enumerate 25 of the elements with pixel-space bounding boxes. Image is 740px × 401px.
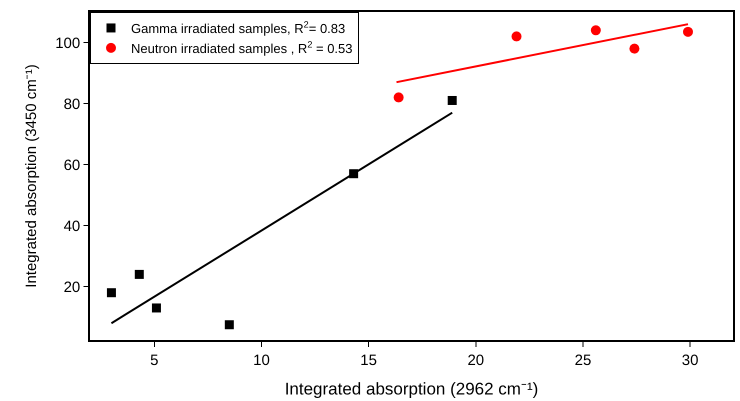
point: [629, 44, 640, 54]
point: [106, 288, 116, 298]
point: [152, 303, 161, 312]
x-tick-label: 20: [467, 352, 484, 369]
point: [590, 25, 601, 36]
point: [224, 320, 234, 330]
legend-label: Neutron irradiated samples , R$^{2}$ = 0.53: [131, 39, 352, 56]
point: [448, 96, 457, 105]
x-tick-label: 25: [574, 352, 592, 369]
point: [394, 92, 404, 102]
legend-label: Gamma irradiated samples, R$^{2}$= 0.83: [131, 20, 346, 36]
y-tick-label: 80: [64, 96, 80, 113]
x-tick-label: 30: [682, 352, 698, 369]
point: [512, 31, 522, 42]
point: [134, 270, 144, 279]
x-tick-label: 10: [253, 352, 270, 369]
y-tick-label: 40: [64, 218, 80, 235]
point: [682, 26, 693, 37]
y-tick-label: 20: [64, 278, 80, 296]
y-tick-label: 100: [55, 34, 80, 52]
x-axis-title: Integrated absorption (2962 cm⁻¹): [284, 380, 538, 399]
y-tick-label: 60: [64, 156, 80, 174]
x-tick-label: 15: [360, 352, 377, 369]
y-axis-title: Integrated absorption (3450 cm⁻¹): [22, 64, 40, 288]
x-tick-label: 5: [150, 352, 158, 369]
